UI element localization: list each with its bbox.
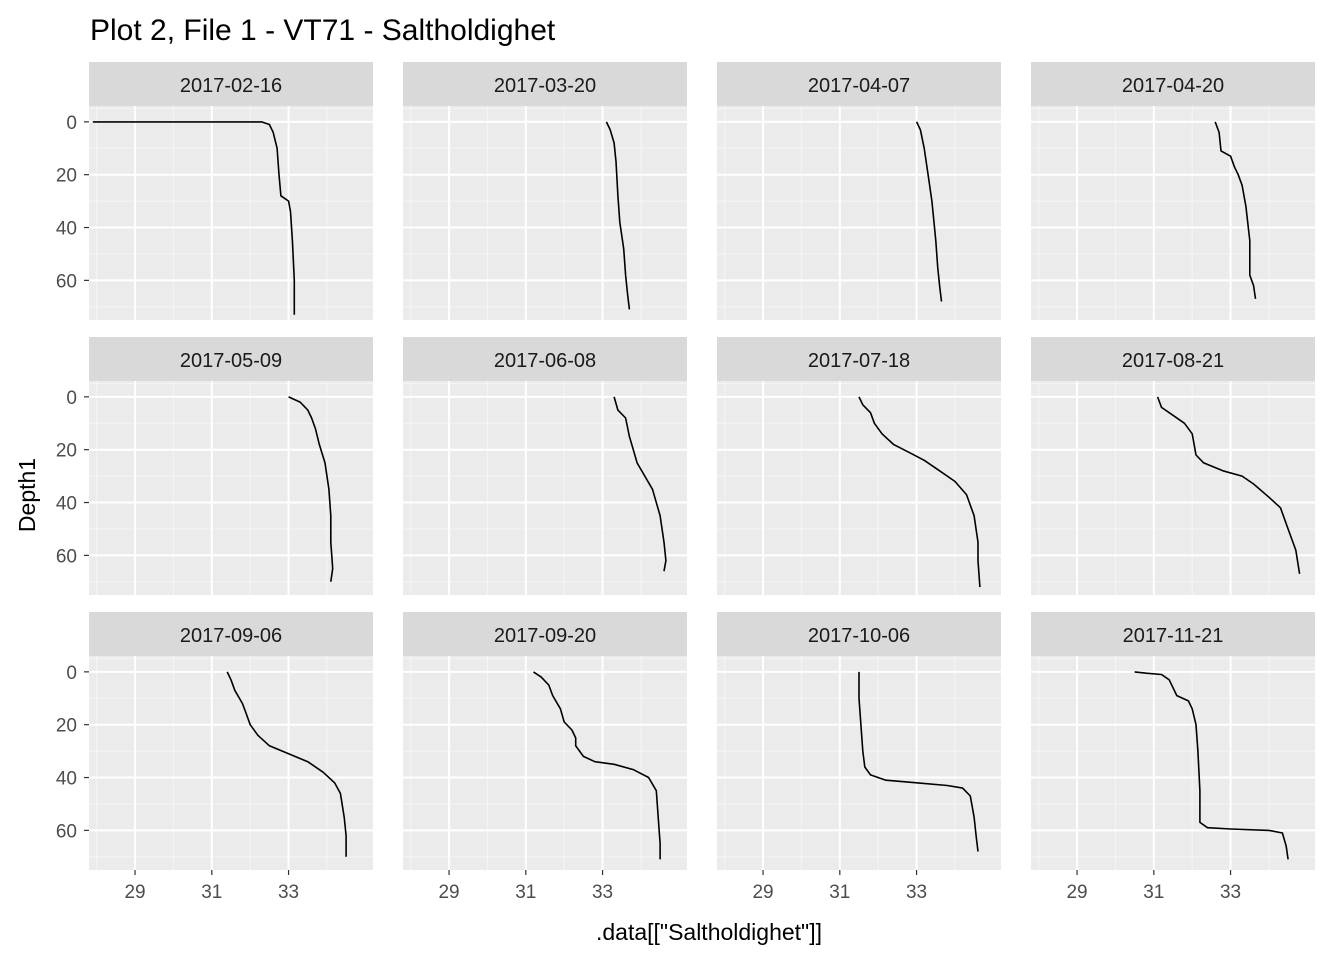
panel-background <box>717 106 1001 320</box>
salinity-profile-line <box>226 671 347 857</box>
facet-panel: 2017-04-07 <box>717 62 1001 320</box>
y-tick-label: 40 <box>56 219 77 240</box>
facet-panel: 2017-06-08 <box>403 337 687 595</box>
facet-strip <box>89 612 373 656</box>
facet-panel: 2017-08-21 <box>1031 337 1315 595</box>
facet-strip <box>717 337 1001 381</box>
y-tick-label: 40 <box>56 769 77 790</box>
x-tick-label: 29 <box>124 882 145 903</box>
x-tick-label: 29 <box>752 882 773 903</box>
salinity-profile-line <box>288 396 334 582</box>
facet-strip <box>717 62 1001 106</box>
facet-grid: 2017-02-16 0 20 40 60 2017-03-20 2017-04-07 201… <box>56 62 1315 903</box>
salinity-profile-line <box>915 121 943 302</box>
y-tick-label: 60 <box>56 821 77 842</box>
y-tick-label: 20 <box>56 166 77 187</box>
panel-background <box>1031 656 1315 870</box>
facet-strip-label: 2017-03-20 <box>494 75 596 97</box>
facet-panel: 2017-10-06 29 31 33 <box>717 612 1001 903</box>
salinity-profile-line <box>858 396 981 588</box>
panel-background <box>1031 381 1315 595</box>
y-tick-label: 0 <box>66 388 77 409</box>
salinity-profile-line <box>1134 671 1289 860</box>
salinity-profile-line <box>605 121 631 310</box>
salinity-profile-line <box>1156 396 1301 575</box>
facet-strip-label: 2017-10-06 <box>808 625 910 647</box>
facet-panel: 2017-09-20 29 31 33 <box>403 612 687 903</box>
x-tick-label: 29 <box>438 882 459 903</box>
facet-strip-label: 2017-08-21 <box>1122 350 1224 372</box>
facet-panel: 2017-03-20 <box>403 62 687 320</box>
facet-strip-label: 2017-09-20 <box>494 625 596 647</box>
facet-strip-label: 2017-11-21 <box>1123 625 1224 647</box>
panel-background <box>403 106 687 320</box>
facet-strip-label: 2017-07-18 <box>808 350 910 372</box>
facet-panel: 2017-07-18 <box>717 337 1001 595</box>
x-tick-label: 33 <box>1220 882 1241 903</box>
chart-title: Plot 2, File 1 - VT71 - Saltholdighet <box>90 14 556 47</box>
facet-strip-label: 2017-06-08 <box>494 350 596 372</box>
panel-background <box>1031 106 1315 320</box>
y-tick-label: 60 <box>56 546 77 567</box>
facet-strip <box>717 612 1001 656</box>
salinity-profile-line <box>92 121 296 315</box>
facet-strip-label: 2017-09-06 <box>180 625 282 647</box>
x-tick-label: 31 <box>1143 882 1164 903</box>
salinity-profile-line <box>533 671 661 860</box>
facet-strip <box>403 337 687 381</box>
x-tick-label: 31 <box>515 882 536 903</box>
facet-strip <box>403 62 687 106</box>
facet-strip-label: 2017-02-16 <box>180 75 282 97</box>
salinity-profile-line <box>1214 121 1257 300</box>
x-tick-label: 33 <box>592 882 613 903</box>
y-tick-label: 40 <box>56 494 77 515</box>
facet-panel: 2017-05-09 0 20 40 60 <box>56 337 373 595</box>
y-tick-label: 20 <box>56 716 77 737</box>
x-tick-label: 33 <box>278 882 299 903</box>
panel-background <box>403 381 687 595</box>
salinity-profile-line <box>613 396 667 572</box>
x-tick-label: 31 <box>201 882 222 903</box>
facet-strip-label: 2017-05-09 <box>180 350 282 372</box>
facet-strip <box>403 612 687 656</box>
x-tick-label: 33 <box>906 882 927 903</box>
facet-strip <box>1031 62 1315 106</box>
panel-background <box>717 381 1001 595</box>
y-tick-label: 60 <box>56 271 77 292</box>
facet-panel: 2017-02-16 0 20 40 60 <box>56 62 373 320</box>
x-tick-label: 29 <box>1066 882 1087 903</box>
facet-strip <box>89 62 373 106</box>
facet-panel: 2017-11-21 29 31 33 <box>1031 612 1315 903</box>
facet-panel: 2017-04-20 <box>1031 62 1315 320</box>
panel-background <box>89 656 373 870</box>
panel-background <box>403 656 687 870</box>
panel-background <box>89 381 373 595</box>
facet-strip <box>1031 612 1315 656</box>
facet-strip <box>1031 337 1315 381</box>
facet-strip-label: 2017-04-20 <box>1122 75 1224 97</box>
facet-strip-label: 2017-04-07 <box>808 75 910 97</box>
salinity-profile-line <box>858 671 979 852</box>
facet-strip <box>89 337 373 381</box>
y-axis-title: Depth1 <box>14 458 40 532</box>
panel-background <box>89 106 373 320</box>
y-tick-label: 0 <box>66 663 77 684</box>
y-tick-label: 20 <box>56 441 77 462</box>
x-tick-label: 31 <box>829 882 850 903</box>
x-axis-title: .data[["Saltholdighet"]] <box>596 919 822 945</box>
facet-panel: 2017-09-06 0 20 40 60 29 31 33 <box>56 612 373 903</box>
y-tick-label: 0 <box>66 113 77 134</box>
